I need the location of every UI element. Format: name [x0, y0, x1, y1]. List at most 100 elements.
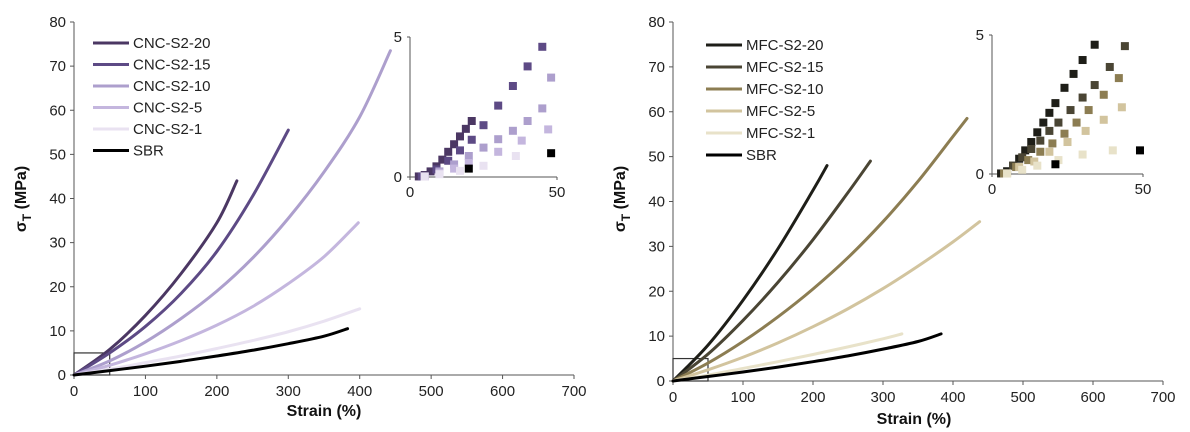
- y-tick-label: 70: [49, 58, 66, 75]
- inset-marker-mfc-s2-5: [1030, 157, 1039, 166]
- inset-marker-cnc-s2-1: [511, 152, 520, 160]
- inset-marker-cnc-s2-20: [461, 124, 470, 133]
- x-axis-label: Strain (%): [287, 403, 362, 420]
- y-axis-label-subscript: T: [20, 213, 34, 221]
- x-tick-label: 100: [133, 383, 158, 400]
- y-tick-label: 50: [648, 149, 665, 166]
- inset-marker-sbr: [1051, 160, 1060, 169]
- x-tick-label: 200: [800, 389, 825, 406]
- inset-marker-cnc-s2-15: [444, 156, 453, 165]
- y-tick-label: 10: [49, 323, 66, 340]
- x-tick-label: 500: [419, 383, 444, 400]
- legend-label: MFC-S2-20: [746, 37, 824, 54]
- inset-marker-sbr: [464, 164, 473, 173]
- inset-marker-cnc-s2-10: [538, 104, 547, 113]
- inset-marker-mfc-s2-15: [1045, 126, 1054, 135]
- inset-marker-mfc-s2-20: [1021, 146, 1030, 155]
- inset-marker-cnc-s2-15: [455, 146, 464, 155]
- inset-marker-mfc-s2-5: [1063, 138, 1072, 147]
- inset-marker-mfc-s2-10: [1072, 118, 1081, 127]
- inset-marker-cnc-s2-10: [523, 117, 532, 125]
- inset-marker-cnc-s2-5: [517, 136, 526, 145]
- legend-label: CNC-S2-1: [133, 121, 202, 138]
- inset-marker-cnc-s2-15: [467, 135, 476, 144]
- legend-label: MFC-S2-15: [746, 59, 824, 76]
- y-tick-label: 20: [648, 283, 665, 300]
- series-line-cnc-s2-10: [72, 49, 392, 377]
- y-axis-label: σT (MPa): [13, 166, 34, 232]
- inset-marker-mfc-s2-15: [1120, 42, 1129, 51]
- legend-label: MFC-S2-10: [746, 81, 824, 98]
- inset-marker-cnc-s2-10: [464, 152, 473, 160]
- inset-x-tick-label: 50: [1135, 181, 1152, 198]
- x-tick-label: 700: [1150, 389, 1175, 406]
- y-axis-label-unit: (MPa): [612, 166, 629, 214]
- inset-marker-mfc-s2-20: [1060, 83, 1069, 92]
- inset-marker-mfc-s2-1: [1078, 150, 1087, 159]
- inset-x-tick-label: 50: [549, 184, 566, 201]
- inset-marker-mfc-s2-15: [1066, 106, 1075, 115]
- inset-marker-mfc-s2-5: [1117, 103, 1126, 112]
- y-tick-label: 30: [648, 238, 665, 255]
- x-tick-label: 400: [347, 383, 372, 400]
- y-tick-label: 50: [49, 146, 66, 163]
- y-axis-label-unit: (MPa): [13, 166, 30, 214]
- inset-y-tick-label: 5: [976, 27, 984, 44]
- inset-marker-cnc-s2-15: [494, 101, 503, 110]
- inset-marker-cnc-s2-5: [494, 147, 503, 156]
- inset-marker-cnc-s2-1: [455, 166, 464, 175]
- inset-marker-mfc-s2-1: [1003, 169, 1012, 178]
- inset-marker-cnc-s2-1: [435, 170, 444, 179]
- inset-marker-mfc-s2-1: [1054, 156, 1063, 165]
- x-tick-label: 200: [204, 383, 229, 400]
- y-tick-label: 10: [648, 328, 665, 345]
- series-line-cnc-s2-1: [72, 307, 362, 377]
- inset-marker-mfc-s2-10: [1060, 129, 1069, 138]
- inset-marker-cnc-s2-15: [479, 121, 488, 130]
- inset-y-tick-label: 5: [394, 29, 402, 46]
- inset-marker-cnc-s2-5: [464, 159, 473, 167]
- inset-marker-cnc-s2-20: [426, 167, 435, 176]
- inset-marker-cnc-s2-20: [450, 140, 459, 149]
- series-line-sbr: [72, 327, 350, 377]
- inset-marker-cnc-s2-20: [438, 155, 447, 164]
- legend-label: SBR: [133, 143, 164, 160]
- series-line-cnc-s2-20: [72, 179, 239, 377]
- inset-marker-mfc-s2-10: [1036, 147, 1045, 156]
- series-line-mfc-s2-10: [671, 116, 969, 383]
- inset-marker-mfc-s2-20: [1039, 118, 1048, 127]
- y-tick-label: 0: [657, 373, 665, 390]
- y-tick-label: 70: [648, 59, 665, 76]
- inset-marker-cnc-s2-15: [508, 82, 517, 90]
- inset-marker-cnc-s2-10: [508, 126, 517, 135]
- inset-marker-mfc-s2-1: [1108, 146, 1117, 155]
- y-tick-label: 30: [49, 235, 66, 252]
- y-axis-label: σT (MPa): [612, 166, 633, 232]
- y-tick-label: 40: [648, 194, 665, 211]
- y-axis-label-subscript: T: [619, 213, 633, 221]
- inset-marker-cnc-s2-10: [479, 143, 488, 152]
- inset-marker-mfc-s2-1: [1033, 161, 1042, 170]
- inset-marker-cnc-s2-15: [523, 62, 532, 71]
- inset-marker-mfc-s2-5: [1099, 115, 1108, 124]
- series-line-cnc-s2-5: [72, 221, 360, 377]
- y-tick-label: 80: [49, 14, 66, 31]
- x-tick-label: 600: [490, 383, 515, 400]
- inset-marker-mfc-s2-10: [1084, 106, 1093, 115]
- inset-marker-mfc-s2-20: [1033, 128, 1042, 137]
- inset-marker-cnc-s2-20: [444, 147, 453, 156]
- inset-marker-mfc-s2-20: [1027, 138, 1036, 147]
- inset-marker-mfc-s2-5: [1081, 126, 1090, 135]
- inset-marker-mfc-s2-20: [1090, 40, 1099, 49]
- inset-marker-cnc-s2-20: [467, 117, 476, 125]
- inset-marker-mfc-s2-1: [1018, 165, 1027, 174]
- series-line-sbr: [671, 332, 943, 383]
- y-tick-label: 0: [58, 367, 66, 384]
- x-tick-label: 300: [276, 383, 301, 400]
- inset-marker-sbr: [1135, 146, 1144, 155]
- inset-marker-mfc-s2-10: [1114, 74, 1123, 83]
- x-tick-label: 400: [940, 389, 965, 406]
